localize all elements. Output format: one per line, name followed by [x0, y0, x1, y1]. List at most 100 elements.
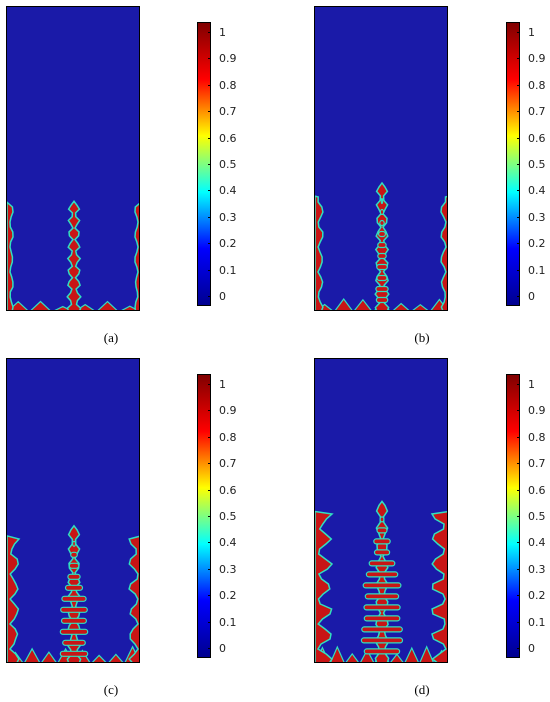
dendrite-side-arm [363, 615, 401, 622]
colorbar-tick-label: 0.6 [528, 131, 546, 145]
colorbar-tick-label: 0.8 [528, 78, 546, 92]
phase-field-svg [315, 181, 447, 310]
dendrite-side-arm [70, 551, 78, 558]
colorbar-tick-label: 0.3 [219, 562, 237, 576]
colorbar-tick-label: 0 [528, 642, 535, 655]
colorbar-tickmark [208, 216, 211, 218]
phase-field-svg [7, 524, 139, 662]
phase-field-svg [7, 199, 139, 310]
dendrite-side-arm [362, 582, 402, 589]
wall-dendrite [440, 195, 447, 310]
dendrite-side-arm [368, 560, 396, 567]
colorbar-tickmark [517, 489, 520, 491]
colorbar-tickmark [517, 621, 520, 623]
colorbar-tick-label: 0.4 [528, 184, 546, 198]
colorbar-tick-label: 0.5 [219, 510, 237, 523]
colorbar-tick-label: 0.7 [528, 105, 546, 119]
colorbar-tickmark [517, 568, 520, 570]
colorbar-tick-label: 0.7 [219, 105, 237, 119]
dendrite-side-arm [363, 604, 401, 611]
colorbar-tickmark [517, 463, 520, 465]
colorbar-tickmark [517, 243, 520, 245]
wall-dendrite [7, 201, 14, 310]
colorbar-tickmark [517, 164, 520, 165]
colorbar-tickmark [517, 84, 520, 86]
dendrite-side-arm [377, 241, 387, 249]
colorbar-tickmark [208, 137, 211, 139]
dendrite-trunk [66, 199, 82, 310]
colorbar-tick-label: 0.7 [528, 457, 546, 471]
colorbar-tick-label: 0.9 [528, 404, 546, 418]
colorbar-tick-label: 0.2 [219, 237, 237, 251]
wall-dendrite [315, 510, 334, 662]
colorbar-tickmark [208, 164, 211, 165]
dendrite-side-arm [67, 573, 81, 580]
dendrite-side-arm [376, 274, 388, 282]
colorbar-tickmark [208, 296, 211, 297]
dendrite-side-arm [64, 584, 84, 591]
colorbar-tick-label: 0.1 [528, 263, 546, 277]
colorbar-tick-label: 0.8 [528, 430, 546, 444]
panel-caption-b: (b) [414, 330, 430, 345]
dendrite-trunk [66, 524, 82, 662]
colorbar-tick-label: 0.6 [219, 483, 237, 497]
colorbar-tick-label: 0.4 [528, 536, 546, 550]
colorbar-tick-label: 0.3 [528, 562, 546, 576]
colorbar-tickmark [208, 58, 211, 60]
dendrite-side-arm [68, 562, 80, 569]
colorbar-tick-label: 0.2 [219, 589, 237, 603]
colorbar-tickmark [208, 384, 211, 385]
dendrite-side-arm [376, 527, 388, 534]
dendrite-side-arm [376, 263, 388, 271]
dendrite-side-arm [379, 219, 385, 227]
dendrite-side-arm [363, 648, 401, 655]
colorbar-tick-label: 0.1 [219, 263, 237, 277]
dendrite-side-arm [59, 650, 89, 657]
panel-caption-c: (c) [103, 682, 119, 697]
dendrite-side-arm [59, 628, 89, 635]
colorbar-tick-label: 0.6 [528, 483, 546, 497]
phase-field-plot-b [314, 6, 448, 311]
panel-caption-a: (a) [103, 330, 119, 345]
colorbar-tickmark [517, 595, 520, 597]
colorbar-tickmark [208, 542, 211, 544]
wall-dendrite [315, 195, 324, 310]
wall-dendrite [134, 202, 139, 310]
wall-dendrite [128, 535, 139, 662]
colorbar-tick-label: 0.8 [219, 78, 237, 92]
colorbar-tickmark [208, 648, 211, 649]
dendrite-side-arm [373, 549, 391, 556]
colorbar-tick-label: 0.5 [528, 158, 546, 171]
colorbar-tickmark [517, 384, 520, 385]
dendrite-side-arm [61, 595, 87, 602]
colorbar-tickmark [208, 243, 211, 245]
colorbar-tickmark [208, 621, 211, 623]
dendrite-side-arm [379, 208, 385, 216]
wall-dendrite [430, 511, 447, 662]
colorbar-tickmark [208, 516, 211, 517]
panel-caption-d: (d) [414, 682, 430, 697]
colorbar-tickmark [517, 216, 520, 218]
colorbar-tick-label: 0.5 [528, 510, 546, 523]
colorbar-tickmark [517, 516, 520, 517]
colorbar-tick-label: 0 [528, 290, 535, 303]
colorbar-tick-label: 0.5 [219, 158, 237, 171]
dendrite-side-arm [375, 285, 389, 293]
wall-dendrite [7, 535, 21, 662]
dendrite-side-arm [71, 540, 77, 547]
colorbar-tickmark [208, 489, 211, 491]
dendrite-side-arm [364, 593, 400, 600]
colorbar-tickmark [517, 269, 520, 271]
colorbar-tick-label: 1 [528, 378, 535, 391]
colorbar-tick-label: 0.9 [219, 404, 237, 418]
phase-field-plot-a [6, 6, 140, 311]
colorbar-tickmark [517, 296, 520, 297]
colorbar-tick-label: 0.2 [528, 589, 546, 603]
colorbar-tickmark [517, 32, 520, 33]
dendrite-side-arm [377, 230, 386, 238]
colorbar-tick-label: 0.1 [528, 615, 546, 629]
phase-field-svg [315, 500, 447, 662]
colorbar-tick-label: 1 [219, 26, 226, 39]
colorbar-tickmark [517, 137, 520, 139]
dendrite-side-arm [375, 296, 389, 304]
